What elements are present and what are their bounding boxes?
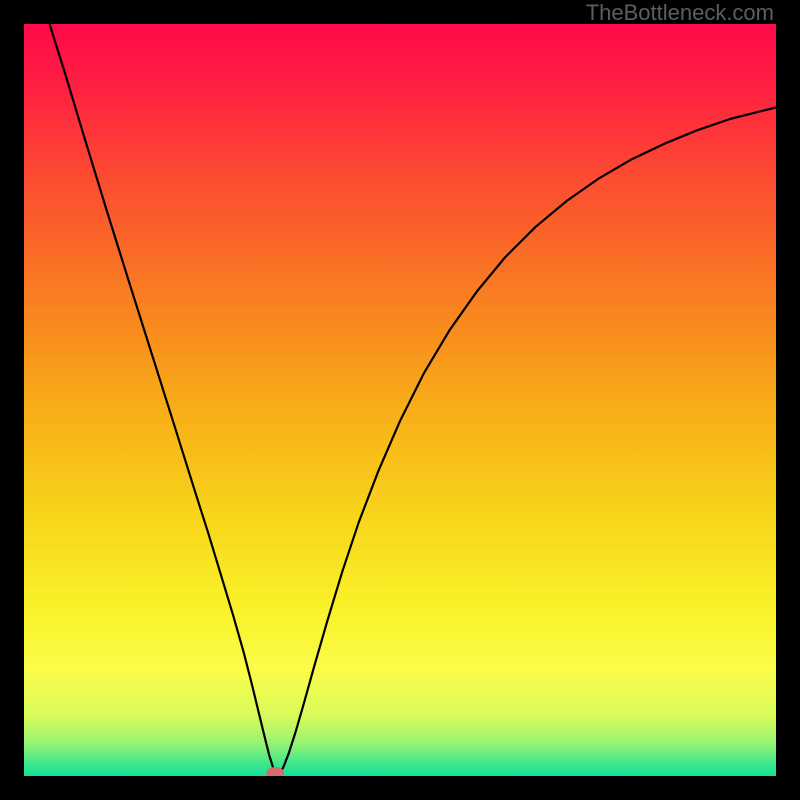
chart-background-gradient xyxy=(24,24,776,776)
watermark-url-label: TheBottleneck.com xyxy=(586,0,774,26)
bottleneck-chart xyxy=(24,24,776,776)
